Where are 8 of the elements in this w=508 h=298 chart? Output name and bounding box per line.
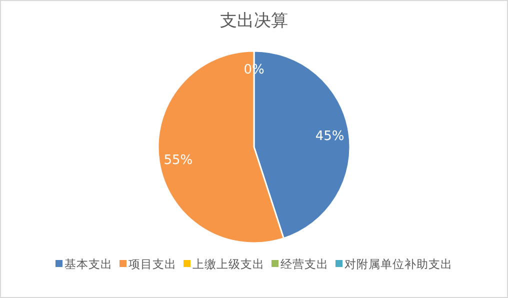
legend-label: 项目支出 bbox=[128, 257, 176, 271]
chart-title: 支出决算 bbox=[220, 11, 288, 31]
data-label: 55% bbox=[164, 153, 193, 168]
data-label: 45% bbox=[315, 128, 344, 144]
legend-label: 基本支出 bbox=[64, 257, 112, 271]
legend-label: 对附属单位补助支出 bbox=[344, 257, 452, 271]
legend-label: 经营支出 bbox=[280, 257, 328, 271]
legend-label: 上缴上级支出 bbox=[192, 257, 264, 271]
